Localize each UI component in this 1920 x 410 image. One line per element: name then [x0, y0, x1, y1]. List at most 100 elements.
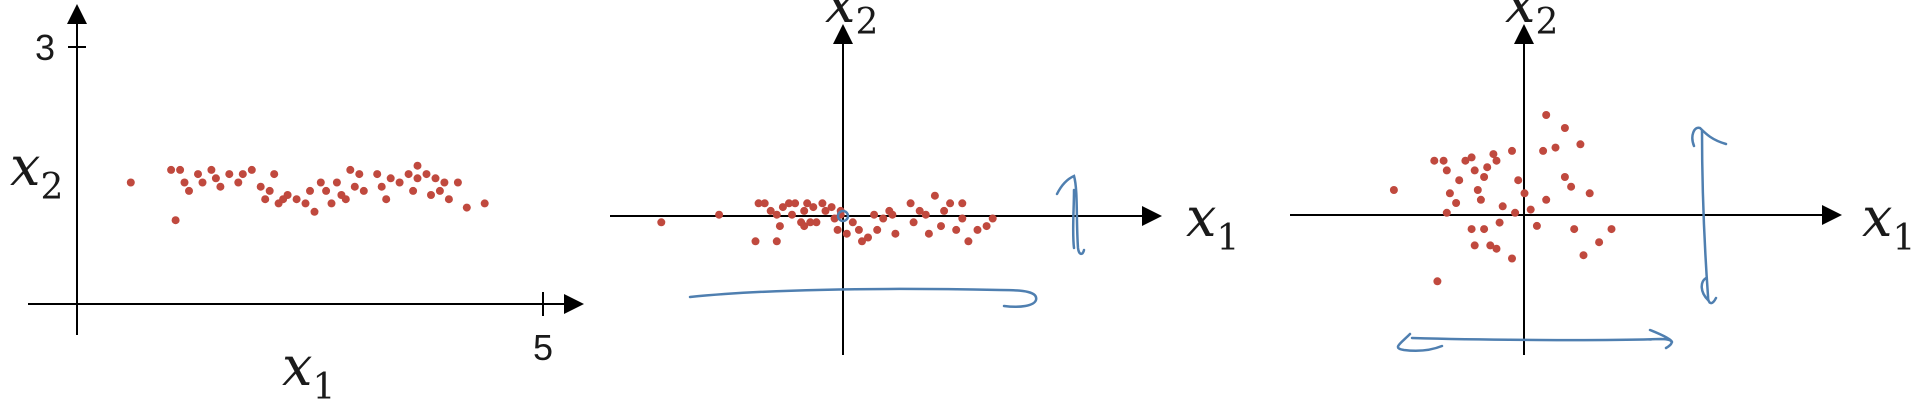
data-point [775, 222, 784, 231]
data-point [982, 222, 991, 231]
data-point [833, 225, 842, 234]
data-point [1567, 182, 1576, 191]
data-point [234, 178, 243, 187]
data-point [413, 174, 422, 183]
data-point [964, 237, 973, 246]
data-point [1520, 189, 1529, 198]
data-point [1492, 244, 1501, 253]
data-point [760, 199, 769, 208]
data-point [906, 199, 915, 208]
data-point [1467, 225, 1476, 234]
data-point [937, 222, 945, 231]
data-point [800, 206, 809, 215]
data-point [1560, 173, 1569, 181]
y-tick-label: 3 [35, 27, 55, 68]
data-point [924, 229, 933, 238]
horizontal-spread-arrow [1396, 328, 1674, 353]
data-point [1542, 195, 1551, 204]
data-point [198, 178, 207, 187]
data-point [1480, 173, 1489, 181]
data-point [1560, 124, 1569, 132]
data-point [1452, 199, 1461, 207]
data-point [946, 199, 955, 208]
data-point [818, 199, 827, 208]
data-point [409, 186, 418, 195]
data-point [341, 195, 350, 204]
data-point [791, 199, 800, 208]
data-point [879, 214, 888, 223]
data-point [1433, 277, 1442, 286]
data-point [194, 170, 202, 179]
data-point [958, 214, 967, 223]
data-point [1576, 140, 1585, 149]
data-point [1579, 251, 1588, 260]
data-point [909, 218, 918, 227]
data-point [422, 170, 431, 179]
data-point [327, 199, 336, 208]
data-point [1511, 208, 1520, 217]
origin-marker [836, 209, 850, 223]
data-point [373, 170, 382, 179]
data-points [126, 161, 489, 225]
data-point [1473, 186, 1482, 194]
x-axis-label: x1 [282, 335, 335, 408]
data-point [171, 216, 180, 225]
x-axis-label-base: x [1186, 186, 1216, 249]
chart-normalized: x2 x1 [1290, 0, 1915, 355]
y-axis-label-base: x [825, 0, 855, 35]
data-point [1514, 176, 1523, 185]
data-point [316, 178, 325, 187]
data-point [1492, 156, 1501, 165]
data-point [1430, 156, 1439, 165]
data-point [1539, 146, 1548, 155]
data-point [404, 170, 413, 179]
data-point [453, 178, 462, 187]
data-point [279, 195, 288, 204]
data-point [1489, 150, 1498, 159]
y-axis-label-sub: 2 [40, 167, 63, 208]
x-axis-label-base: x [282, 335, 312, 398]
data-point [806, 218, 815, 227]
data-point [973, 225, 982, 234]
data-point [854, 225, 863, 234]
data-point [1508, 254, 1516, 263]
data-point [848, 218, 857, 227]
data-point [809, 203, 818, 212]
y-axis-label: x2 [10, 135, 63, 208]
y-axis-label-base: x [10, 135, 40, 198]
data-point [427, 191, 435, 199]
data-point [800, 222, 809, 231]
data-point [462, 203, 471, 212]
data-point [176, 165, 185, 174]
data-point [785, 199, 793, 208]
data-point [1461, 156, 1470, 165]
data-point [1445, 189, 1454, 198]
data-point [930, 191, 939, 200]
data-point [940, 206, 949, 215]
data-point [1585, 189, 1594, 198]
data-point [332, 178, 341, 187]
data-point [657, 218, 666, 227]
data-point [751, 237, 760, 246]
data-point [1526, 205, 1535, 214]
data-point [440, 178, 449, 187]
data-point [180, 178, 189, 187]
vertical-spread-arrow [1055, 174, 1086, 256]
data-point [772, 210, 781, 219]
data-point [310, 207, 319, 216]
data-point [988, 214, 997, 223]
data-point [211, 174, 220, 183]
data-point [261, 195, 270, 204]
data-points [1389, 111, 1616, 286]
data-point [265, 186, 274, 195]
data-point [126, 178, 135, 187]
data-point [1442, 208, 1451, 217]
data-point [715, 210, 724, 219]
y-axis-label-base: x [1505, 0, 1535, 35]
data-point [395, 178, 404, 187]
data-point [355, 170, 364, 179]
data-point [1542, 111, 1551, 119]
data-point [788, 210, 796, 219]
data-point [858, 237, 866, 246]
